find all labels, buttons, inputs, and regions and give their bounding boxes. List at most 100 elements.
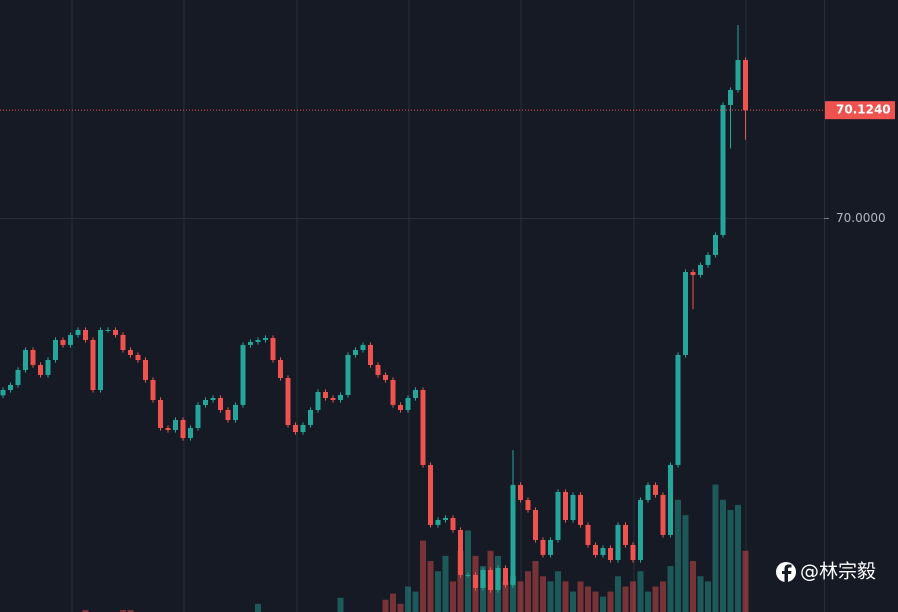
watermark-text: @林宗毅 — [800, 561, 876, 583]
candle-body — [165, 428, 171, 430]
y-tick-label: 70.0000 — [836, 211, 886, 225]
candle-body — [113, 330, 118, 335]
volume-bar — [82, 609, 89, 612]
candle-body — [383, 374, 388, 380]
candle-body — [248, 342, 253, 345]
candle-body — [195, 404, 201, 428]
candle-body — [15, 370, 21, 385]
candle-body — [555, 492, 561, 540]
candle-body — [285, 378, 291, 425]
candle-body — [128, 350, 133, 355]
candle-body — [90, 340, 96, 390]
volume-bar — [652, 586, 659, 612]
candle-body — [398, 404, 403, 410]
volume-bar — [427, 561, 434, 612]
volume-bar — [510, 576, 516, 612]
volume-bar — [255, 603, 261, 612]
volume-bar — [547, 581, 554, 612]
candle-body — [368, 344, 373, 365]
candle-body — [473, 574, 478, 588]
candle-body — [158, 400, 163, 428]
fb-glyph — [782, 564, 792, 582]
volume-bar — [630, 581, 636, 612]
volume-bar — [120, 609, 126, 612]
volume-bar — [435, 571, 441, 612]
volume-bar — [735, 504, 741, 612]
candle-body — [293, 424, 298, 432]
candle-body — [278, 360, 283, 378]
volume-bar — [532, 561, 539, 612]
candle-body — [600, 548, 606, 555]
candle-body — [683, 272, 688, 355]
candle-body — [180, 420, 186, 438]
candle-body — [143, 360, 148, 380]
volume-bar — [742, 550, 749, 612]
volume-bar — [637, 571, 644, 612]
candle-body — [203, 400, 208, 405]
candle-body — [570, 494, 576, 520]
candle-body — [308, 410, 313, 425]
volume-bar — [690, 561, 696, 612]
candle-body — [255, 340, 261, 342]
candle-body — [503, 568, 508, 585]
candle-body — [135, 354, 141, 360]
candle-body — [585, 524, 591, 545]
volume-bar — [622, 586, 629, 612]
candle-body — [578, 494, 583, 525]
volume-bar — [127, 609, 134, 612]
volume-bar — [712, 484, 719, 612]
volume-bar — [450, 581, 456, 612]
candle-body — [660, 494, 666, 535]
candle-body — [690, 272, 696, 275]
candle-body — [488, 570, 493, 590]
volume-bar — [457, 550, 464, 612]
volume-bar — [705, 581, 711, 612]
candle-body — [315, 392, 321, 410]
candle-body — [83, 330, 88, 340]
candle-body — [188, 428, 193, 438]
candle-body — [420, 390, 426, 465]
volume-bar — [555, 571, 561, 612]
candle-body — [120, 334, 126, 350]
volume-bar — [540, 576, 546, 612]
candle-body — [458, 530, 463, 575]
candle-body — [518, 484, 523, 500]
volume-bar — [682, 515, 689, 612]
candle-body — [390, 380, 396, 405]
volume-bar — [607, 591, 614, 612]
candle-body — [263, 338, 268, 340]
volume-bar — [697, 576, 704, 612]
volume-bar — [517, 581, 524, 612]
volume-bar — [562, 581, 569, 612]
candle-body — [653, 484, 658, 495]
candle-body — [338, 394, 343, 400]
candle-body — [0, 390, 6, 396]
candle-body — [743, 60, 748, 111]
candle-body — [623, 524, 628, 545]
volume-bar — [585, 586, 591, 612]
candle-body — [405, 398, 411, 410]
candle-body — [300, 424, 306, 432]
volume-bar — [397, 603, 404, 612]
volume-bar — [570, 591, 576, 612]
volume-bar — [592, 591, 599, 612]
candle-body — [645, 484, 651, 500]
candle-body — [173, 420, 178, 430]
candle-body — [75, 330, 81, 335]
volume-bar — [337, 597, 344, 612]
volume-bar — [720, 499, 726, 612]
volume-bar — [390, 593, 396, 612]
candle-body — [510, 484, 516, 585]
candle-body — [345, 354, 351, 395]
volume-bar — [442, 555, 449, 612]
candle-body — [210, 398, 216, 400]
candle-body — [525, 500, 531, 510]
candle-body — [60, 340, 66, 345]
candle-body — [23, 350, 28, 370]
candle-body — [705, 254, 711, 265]
candle-body — [240, 344, 246, 405]
candle-body — [495, 568, 501, 590]
volume-bar — [727, 510, 734, 612]
watermark: @林宗毅 — [776, 561, 876, 583]
